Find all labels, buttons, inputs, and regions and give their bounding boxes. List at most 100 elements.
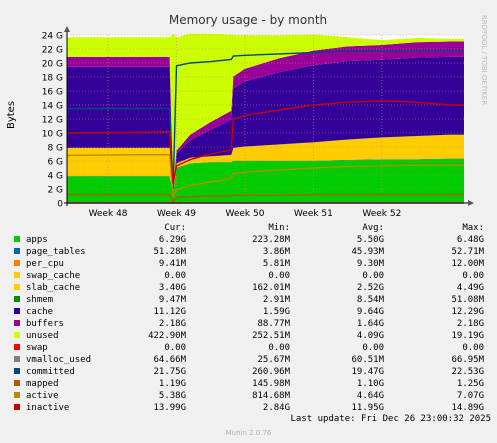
legend-avg: 8.54M [356, 295, 384, 305]
legend-max: 0.00 [462, 343, 484, 353]
legend-name: committed [26, 367, 75, 377]
area-slab-cache [67, 134, 464, 195]
legend-cur: 9.47M [158, 295, 186, 305]
legend-min: 2.91M [262, 295, 290, 305]
legend-row-swap: swap 0.00 0.00 0.00 0.00 [14, 342, 490, 354]
x-tick-label: Week 51 [294, 209, 333, 219]
legend-cur: 64.66M [153, 355, 186, 365]
legend-swatch [14, 272, 20, 278]
y-tick-label: 14 G [42, 102, 63, 112]
y-tick-labels: 0 2 G 4 G 6 G 8 G 10 G 12 G 14 G 16 G 18 G 20 G 22 … [42, 32, 64, 210]
legend-header-avg: Avg: [362, 223, 384, 233]
legend-swatch [14, 260, 20, 266]
legend-cur: 6.29G [158, 235, 186, 245]
legend-max: 66.95M [451, 355, 484, 365]
legend-name: swap_cache [26, 271, 81, 281]
legend-swatch [14, 308, 20, 314]
legend-header: Cur: Min: Avg: Max: [14, 222, 490, 234]
line-inactive [66, 100, 464, 184]
legend-row-active: active 5.38G 814.68M 4.64G 7.07G [14, 390, 490, 402]
legend-avg: 0.00 [362, 271, 384, 281]
legend-row-committed: committed 21.75G 260.96M 19.47G 22.53G [14, 366, 490, 378]
legend-name: apps [26, 235, 48, 245]
legend-min: 88.77M [257, 319, 290, 329]
y-axis-arrow [64, 26, 70, 32]
x-tick-labels: Week 48 Week 49 Week 50 Week 51 Week 52 [89, 209, 402, 219]
legend-avg: 11.95G [351, 403, 384, 413]
legend-min: 0.00 [268, 343, 290, 353]
legend-max: 6.48G [456, 235, 484, 245]
y-tick-label: 4 G [47, 172, 63, 182]
legend-header-cur: Cur: [164, 223, 186, 233]
legend-swatch [14, 332, 20, 338]
legend-row-inactive: inactive 13.99G 2.84G 11.95G 14.89G [14, 402, 490, 414]
legend-row-unused: unused 422.90M 252.51M 4.09G 19.19G [14, 330, 490, 342]
legend-cur: 1.19G [158, 379, 186, 389]
legend-avg: 45.93M [351, 247, 384, 257]
legend-cur: 0.00 [164, 271, 186, 281]
legend-max: 51.08M [451, 295, 484, 305]
legend-row-slab-cache: slab_cache 3.40G 162.01M 2.52G 4.49G [14, 282, 490, 294]
legend-name: slab_cache [26, 283, 81, 293]
legend-row-apps: apps 6.29G 223.28M 5.50G 6.48G [14, 234, 490, 246]
munin-footer: Munin 2.0.76 [225, 429, 272, 437]
legend-name: unused [26, 331, 59, 341]
legend-avg: 5.50G [356, 235, 384, 245]
legend-row-mapped: mapped 1.19G 145.98M 1.10G 1.25G [14, 378, 490, 390]
legend-name: buffers [26, 319, 64, 329]
legend-max: 0.00 [462, 271, 484, 281]
legend-min: 5.81M [262, 259, 290, 269]
legend-min: 2.84G [262, 403, 290, 413]
legend-min: 3.86M [262, 247, 290, 257]
legend-avg: 9.64G [356, 307, 384, 317]
x-tick-label: Week 49 [157, 209, 196, 219]
legend-min: 814.68M [252, 391, 290, 401]
legend-max: 52.71M [451, 247, 484, 257]
legend-avg: 60.51M [351, 355, 384, 365]
legend-name: vmalloc_used [26, 355, 92, 365]
x-axis-arrow [468, 200, 474, 206]
legend-min: 162.01M [252, 283, 290, 293]
legend-swatch [14, 320, 20, 326]
legend-avg: 9.30M [356, 259, 384, 269]
legend-max: 4.49G [456, 283, 484, 293]
legend-header-max: Max: [462, 223, 484, 233]
legend-cur: 9.41M [158, 259, 186, 269]
legend-row-per-cpu: per_cpu 9.41M 5.81M 9.30M 12.00M [14, 258, 490, 270]
legend-avg: 1.64G [356, 319, 384, 329]
legend-swatch [14, 368, 20, 374]
legend-swatch [14, 296, 20, 302]
legend-row-cache: cache 11.12G 1.59G 9.64G 12.29G [14, 306, 490, 318]
legend-min: 0.00 [268, 271, 290, 281]
area-unused [67, 33, 464, 190]
y-tick-label: 8 G [47, 144, 63, 154]
legend-min: 223.28M [252, 235, 290, 245]
y-tick-label: 24 G [42, 32, 63, 42]
legend-name: inactive [26, 403, 70, 413]
legend-name: shmem [26, 295, 54, 305]
legend-swatch [14, 380, 20, 386]
legend-cur: 5.38G [158, 391, 186, 401]
legend-avg: 1.10G [356, 379, 384, 389]
legend-avg: 4.64G [356, 391, 384, 401]
area-buffers [67, 41, 464, 191]
y-tick-label: 20 G [42, 60, 63, 70]
line-active [66, 153, 464, 199]
rrdtool-side-text: RRDTOOL / TOBI OETIKER [480, 15, 488, 105]
legend-row-shmem: shmem 9.47M 2.91M 8.54M 51.08M [14, 294, 490, 306]
legend-name: swap [26, 343, 48, 353]
y-tick-label: 0 [57, 200, 63, 210]
legend-min: 260.96M [252, 367, 290, 377]
legend-avg: 4.09G [356, 331, 384, 341]
legend-swatch [14, 404, 20, 410]
legend-cur: 51.28M [153, 247, 186, 257]
legend-max: 19.19G [451, 331, 484, 341]
legend-min: 1.59G [262, 307, 290, 317]
y-tick-label: 10 G [42, 130, 63, 140]
y-tick-label: 6 G [47, 158, 63, 168]
legend-header-min: Min: [268, 223, 290, 233]
legend-min: 145.98M [252, 379, 290, 389]
legend-name: mapped [26, 379, 59, 389]
legend-name: per_cpu [26, 259, 64, 269]
legend-cur: 0.00 [164, 343, 186, 353]
